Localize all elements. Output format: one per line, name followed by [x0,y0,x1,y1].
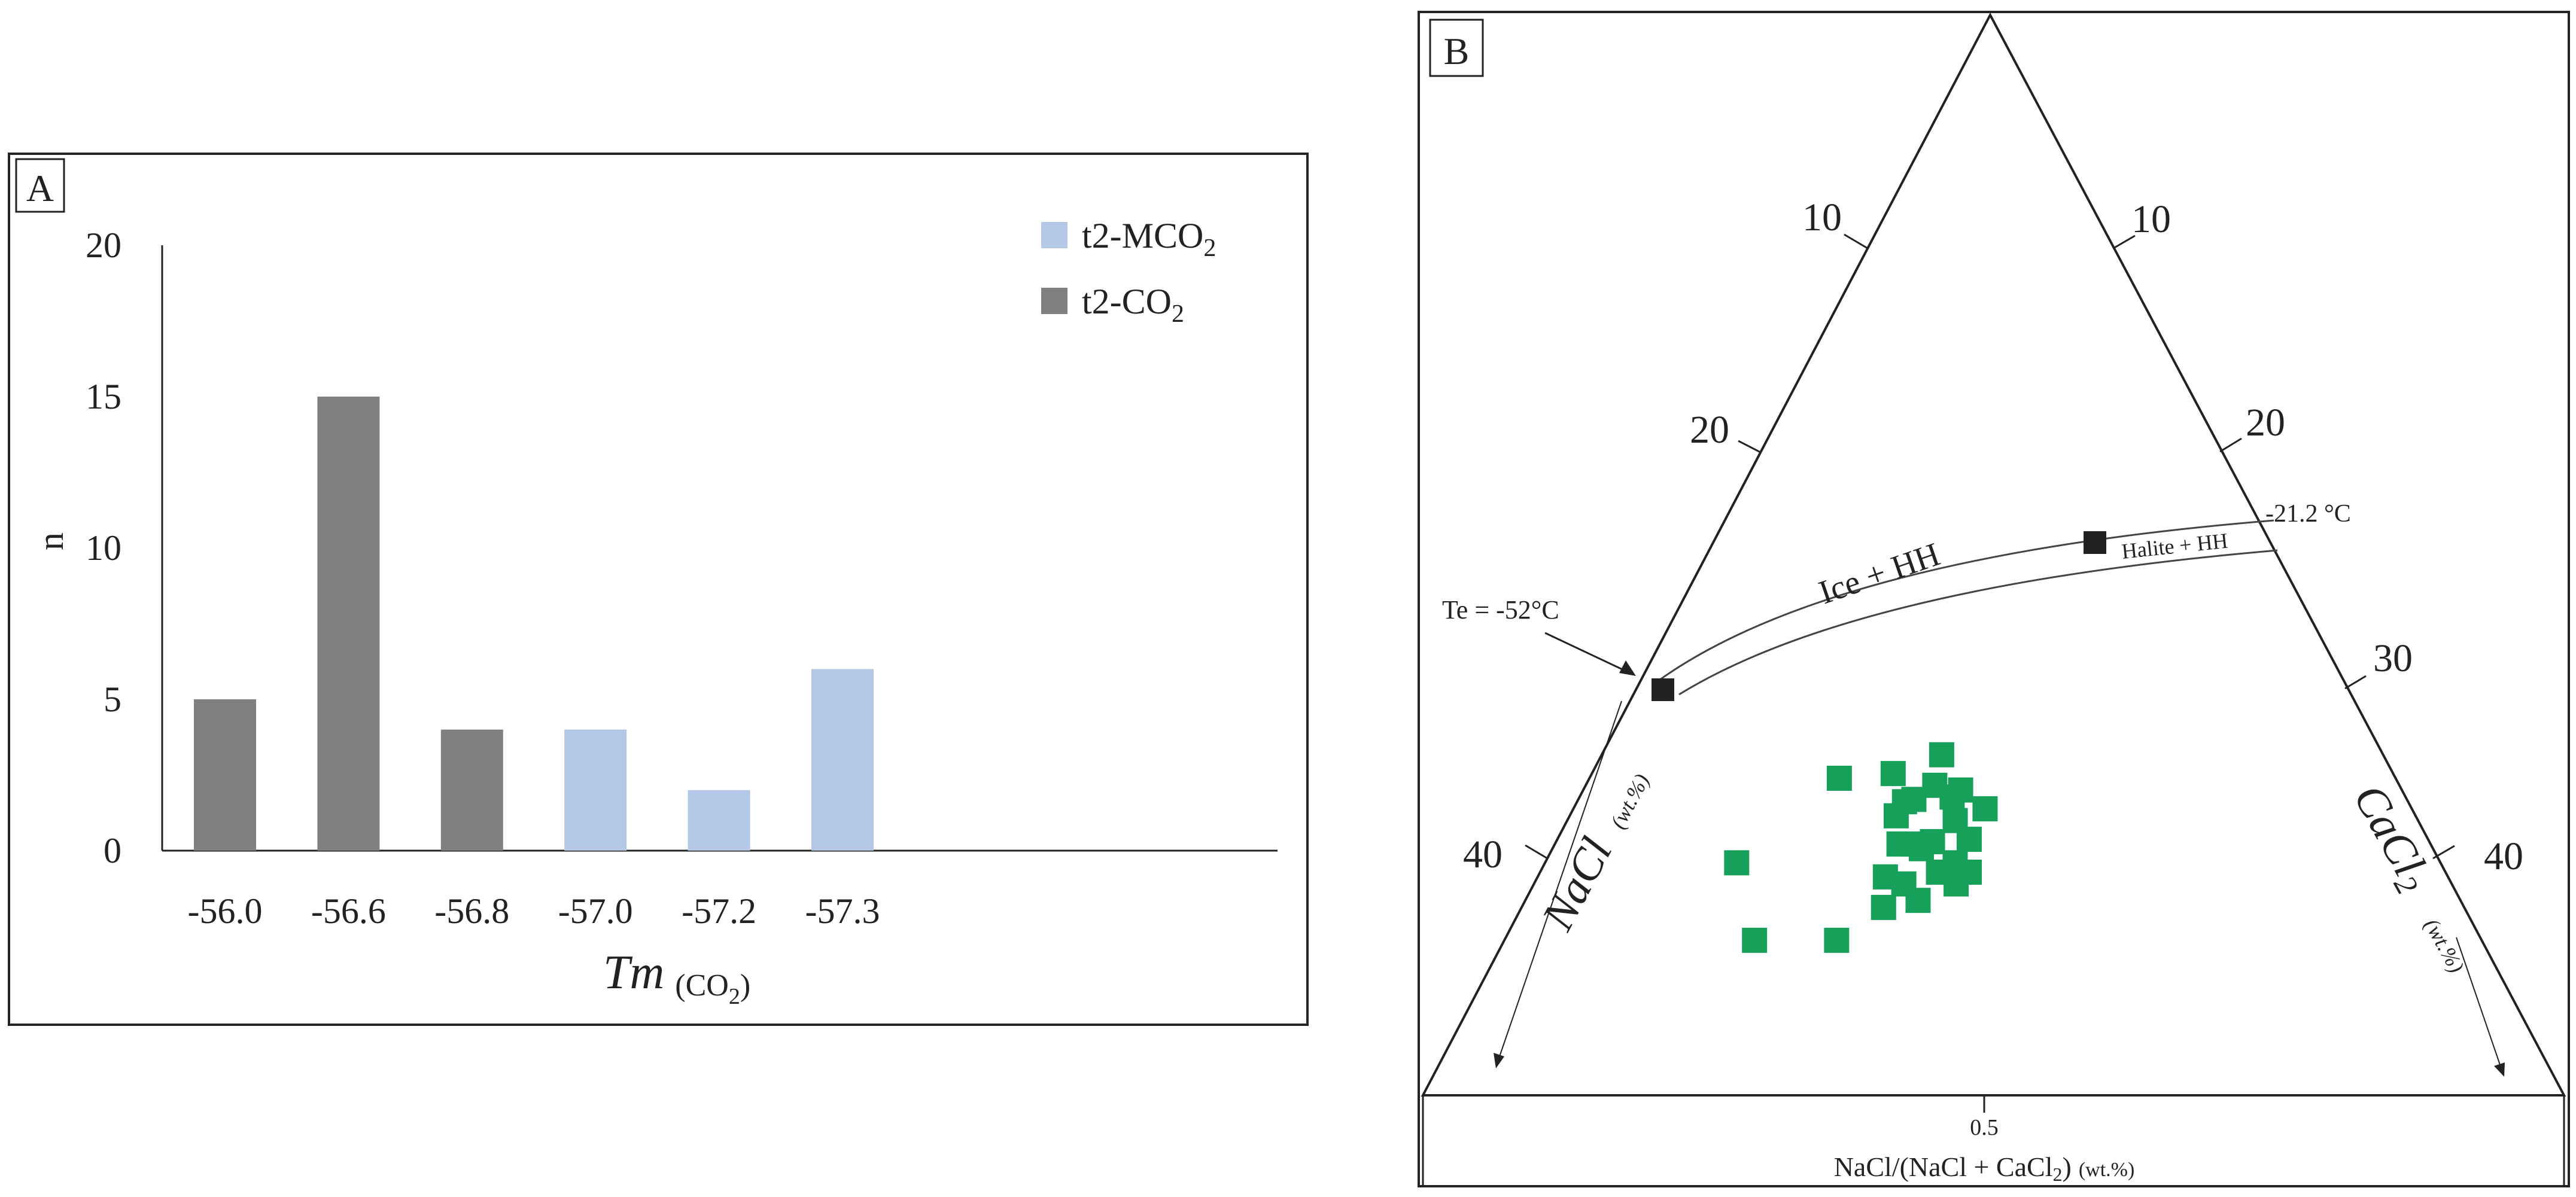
panel-a-label-box [15,158,65,213]
x-axis-label: Tm (CO2) [603,946,750,1009]
right-axis-arrow-head [2494,1062,2505,1077]
legend: t2-MCO2 t2-CO2 [1041,216,1216,328]
eutectic-arrow-head [1619,660,1636,676]
eutectic-label: Te = -52°C [1442,595,1559,625]
data-point [1724,850,1750,876]
panel-a-label: A [26,167,54,209]
data-points [1724,742,1998,953]
panel-b-frame [1418,11,2570,1187]
bar--57.2 [688,790,750,851]
x-tick-label: -57.2 [682,891,756,931]
right-edge-tick-label: 20 [2246,401,2285,444]
x-tick-label: -56.8 [434,891,509,931]
right-axis-label-unit: (wt.%) [2420,915,2469,977]
data-point [1742,927,1768,953]
data-point [1920,829,1945,854]
right-edge-tick [2432,845,2455,860]
x-tick-label: -57.3 [805,891,880,931]
left-axis-label-unit: (wt.%) [1605,770,1654,832]
right-axis-label: CaCl2 (wt.%) [2344,776,2469,977]
x-tick-labels: -56.0 -56.6 -56.8 -57.0 -57.2 -57.3 [188,891,880,931]
data-point [1824,927,1850,953]
right-axis-arrow [2456,937,2501,1065]
bottom-edge-tick-label: 0.5 [1970,1115,1999,1140]
legend-swatch-t2-co2 [1041,288,1067,314]
x-tick-label: -57.0 [558,891,633,931]
data-point [1883,803,1909,829]
eutectic-point-marker [1652,678,1674,701]
bar--56.6 [317,397,380,851]
x-axis-label-sub-close: ) [740,968,750,1003]
legend-label-t2-mco2: t2-MCO2 [1082,216,1216,262]
bar--57.0 [564,729,627,851]
ternary-triangle [1421,12,2566,1097]
ice-field-label: Ice + HH [1814,536,1945,612]
right-edge-tick [2344,675,2367,690]
left-edge-tick [1738,440,1761,453]
left-edge-tick-label: 20 [1690,408,1729,452]
data-point [1899,831,1924,857]
left-axis-arrow-head [1494,1053,1504,1068]
panel-a-bar-chart: A 0 5 10 15 20 n -56.0 -56.6 -56.8 [8,153,1309,1026]
bar--57.3 [811,669,874,851]
panel-a-frame [8,153,1309,1026]
x-axis-label-sub: (CO [675,968,729,1003]
y-tick-labels: 0 5 10 15 20 [86,226,121,870]
x-tick-label: -56.0 [188,891,263,931]
y-tick-label: 0 [104,831,121,870]
x-axis-label-main: Tm [603,946,664,999]
bottom-axis-label: NaCl/(NaCl + CaCl2) (wt.%) [1834,1152,2135,1185]
right-edge-tick [2219,437,2242,453]
left-edge-tick [1525,844,1548,860]
data-point [1826,765,1852,791]
x-axis-label-sub-number: 2 [729,984,740,1009]
bars [194,397,874,851]
data-point [1871,894,1896,920]
panel-b-label-box [1429,19,1484,77]
right-edge-tick-label: 10 [2131,197,2171,241]
right-edge-tick-label: 40 [2484,834,2523,878]
data-point [1948,777,1973,803]
panel-b-label: B [1444,30,1470,72]
data-point [1956,827,1982,852]
x-tick-label: -56.6 [311,891,386,931]
panel-b-ternary-diagram: B 10 20 40 10 20 30 40 0.5 NaCl/(NaCl + … [1418,11,2570,1187]
y-tick-label: 5 [104,680,121,719]
data-point [1905,888,1931,913]
phase-boundary-upper [1657,519,2274,683]
eutectic-arrow [1544,632,1632,675]
left-edge-tick-label: 10 [1802,196,1842,239]
left-edge-tick-label: 40 [1463,833,1503,876]
peritectic-label: -21.2 °C [2265,500,2351,528]
data-point [1880,761,1906,787]
right-edge-tick-label: 30 [2373,636,2413,680]
bar--56.0 [194,699,256,851]
phase-boundary-lower [1678,549,2278,696]
data-point [1929,742,1954,767]
y-tick-label: 10 [86,528,121,568]
peritectic-point-marker [2084,531,2106,554]
legend-label-t2-co2: t2-CO2 [1082,282,1184,328]
left-edge-tick [1844,233,1868,249]
y-tick-label: 20 [86,226,121,265]
left-axis-arrow [1499,700,1622,1057]
right-edge-tick [2113,234,2136,249]
legend-swatch-t2-mco2 [1041,222,1067,248]
data-point [1944,871,1969,897]
y-axis-label: n [31,532,71,550]
bar--56.8 [440,729,503,851]
y-tick-label: 15 [86,377,121,416]
data-point [1972,796,1998,822]
